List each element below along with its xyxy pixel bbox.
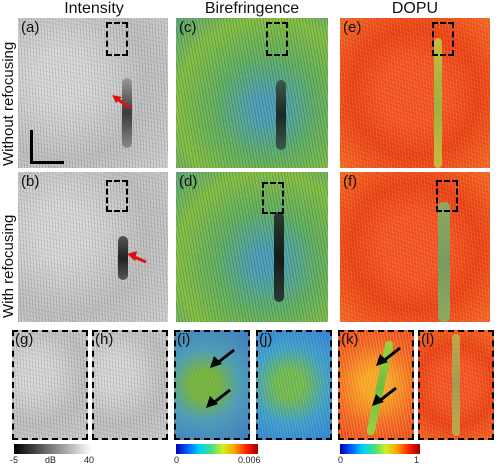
birefringence-image [176,18,328,168]
panel-label-b: (b) [21,173,40,190]
intensity-image [12,330,88,440]
panel-f-dopu: (f) [340,172,490,322]
dopu-image [340,18,490,168]
intensity-image [92,330,168,440]
panel-label-h: (h) [95,331,114,348]
birefringence-colorbar-min: 0 [174,455,180,465]
intensity-image [18,18,168,168]
panel-label-i: (i) [177,331,191,348]
birefringence-colorbar [176,444,258,454]
scale-bar-vertical [30,130,33,164]
panel-e-dopu: (e) [340,18,490,168]
vessel-shadow [122,78,132,148]
panel-c-birefringence: (c) [176,18,328,168]
roi-box [436,180,458,212]
vessel-trace [452,334,460,436]
red-arrow-icon [127,251,147,264]
intensity-colorbar [14,444,92,454]
vessel-trace [438,202,450,322]
panel-label-j: (j) [259,331,273,348]
birefringence-image [176,172,328,322]
row-label-without-refocusing: Without refocusing [0,41,17,166]
black-arrow-icon [206,388,231,408]
birefringence-image [174,330,250,440]
dopu-colorbar [340,444,420,454]
dopu-colorbar-max: 1 [414,455,420,465]
panel-d-birefringence: (d) [176,172,328,322]
column-title-birefringence: Birefringence [204,0,300,17]
panel-a-intensity: (a) [18,18,168,168]
panel-label-l: (l) [421,331,435,348]
panel-b-intensity: (b) [18,172,168,322]
roi-box [106,22,128,56]
panel-label-k: (k) [341,331,359,348]
birefringence-colorbar-max: 0.006 [238,455,261,465]
black-arrow-icon [372,386,397,406]
black-arrow-icon [376,346,401,366]
roi-box [432,22,454,56]
vessel-shadow [118,236,128,280]
column-title-intensity: Intensity [64,0,124,17]
black-arrow-icon [210,348,235,368]
birefringence-image [256,330,332,440]
panel-k-dopu-zoom: (k) [338,330,414,440]
panel-label-d: (d) [179,173,198,190]
roi-box [266,22,288,56]
panel-label-e: (e) [343,19,362,36]
panel-i-birefringence-zoom: (i) [174,330,250,440]
intensity-colorbar-max: 40 [84,455,95,465]
intensity-image [18,172,168,322]
intensity-colorbar-min: -5 [10,455,19,465]
dopu-image [340,172,490,322]
red-arrow-icon [112,95,131,110]
panel-g-intensity-zoom: (g) [12,330,88,440]
roi-box [262,182,284,214]
panel-label-c: (c) [179,19,197,36]
row-label-with-refocusing: With refocusing [0,214,17,318]
scale-bar-horizontal [30,161,64,164]
panel-l-dopu-zoom: (l) [418,330,494,440]
panel-label-f: (f) [343,173,358,190]
vessel-shadow [276,80,286,150]
panel-label-a: (a) [21,19,40,36]
vessel-shadow [274,212,284,302]
dopu-colorbar-min: 0 [338,455,344,465]
intensity-colorbar-unit: dB [45,455,57,465]
panel-h-intensity-zoom: (h) [92,330,168,440]
roi-box [106,180,128,212]
panel-label-g: (g) [15,331,34,348]
column-title-dopu: DOPU [391,0,439,17]
panel-j-birefringence-zoom: (j) [256,330,332,440]
vessel-trace [434,38,442,168]
